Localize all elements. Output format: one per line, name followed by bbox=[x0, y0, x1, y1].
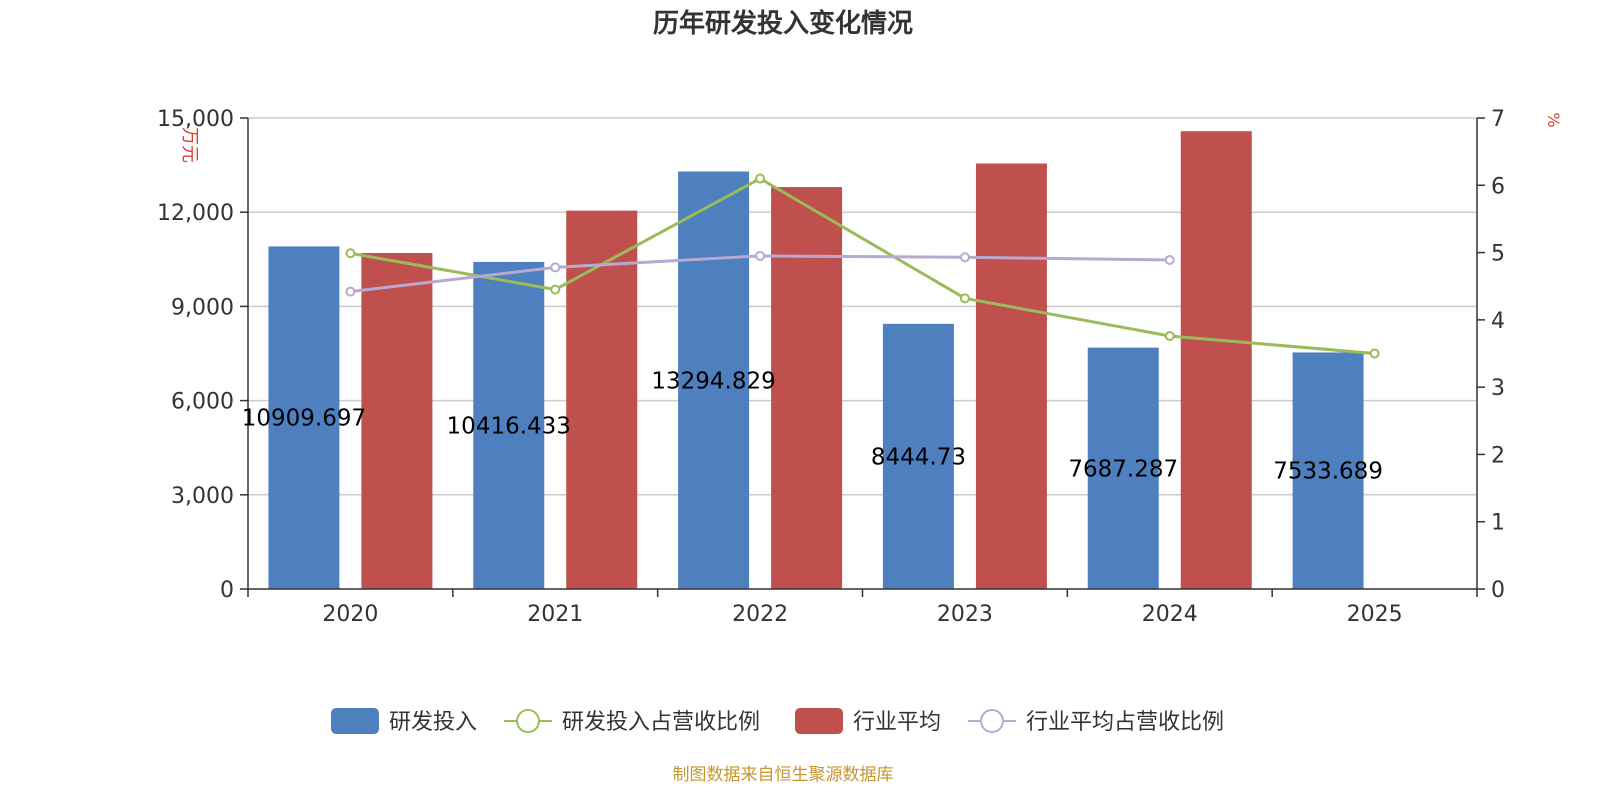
right-tick-label: 0 bbox=[1491, 578, 1505, 603]
axes: 0 3,000 6,000 9,000 12,000 15,000 0 1 2 3 4 5 6 7 2020… bbox=[157, 107, 1505, 627]
right-tick-label: 2 bbox=[1491, 443, 1505, 468]
line-point bbox=[1164, 331, 1175, 342]
legend-swatch bbox=[331, 708, 379, 734]
left-tick-label: 6,000 bbox=[171, 390, 234, 415]
legend-swatch bbox=[795, 708, 843, 734]
left-axis-unit: 万元 bbox=[179, 127, 200, 163]
legend: 研发投入 研发投入占营收比例 行业平均 行业平均占营收比例 bbox=[331, 708, 1224, 735]
chart-title: 历年研发投入变化情况 bbox=[653, 8, 913, 39]
bar-data-label: 7533.689 bbox=[1273, 459, 1383, 485]
bar bbox=[566, 210, 638, 589]
bar-labels: 10909.697 10416.433 13294.829 8444.73 7687.2… bbox=[242, 368, 1383, 484]
line-point bbox=[345, 248, 356, 259]
right-tick-label: 3 bbox=[1491, 376, 1505, 401]
lines bbox=[345, 173, 1380, 359]
line-point bbox=[550, 262, 561, 273]
x-tick-label: 2021 bbox=[527, 602, 583, 627]
left-tick-label: 9,000 bbox=[171, 295, 234, 320]
right-tick-label: 5 bbox=[1491, 242, 1505, 267]
legend-swatch-marker bbox=[980, 709, 1004, 733]
x-tick-label: 2023 bbox=[937, 602, 993, 627]
line-point bbox=[550, 284, 561, 295]
bar bbox=[473, 261, 545, 589]
grid-lines bbox=[248, 117, 1477, 496]
line-point bbox=[1164, 254, 1175, 265]
x-tick-label: 2024 bbox=[1142, 602, 1198, 627]
left-tick-label: 12,000 bbox=[157, 201, 234, 226]
bar bbox=[678, 171, 750, 590]
source-note: 制图数据来自恒生聚源数据库 bbox=[673, 765, 894, 785]
bars bbox=[268, 131, 1364, 590]
x-tick-label: 2020 bbox=[322, 602, 378, 627]
left-tick-label: 0 bbox=[220, 578, 234, 603]
line-point bbox=[1369, 348, 1380, 359]
bar bbox=[1180, 131, 1252, 590]
legend-label: 研发投入占营收比例 bbox=[562, 710, 760, 735]
line-point bbox=[755, 173, 766, 184]
legend-label: 行业平均 bbox=[853, 710, 941, 735]
line-point bbox=[959, 293, 970, 304]
bar bbox=[268, 246, 340, 589]
bar bbox=[361, 253, 433, 589]
bar bbox=[771, 187, 843, 589]
left-tick-label: 3,000 bbox=[171, 484, 234, 509]
legend-swatch-marker bbox=[516, 709, 540, 733]
legend-label: 研发投入 bbox=[389, 710, 477, 735]
line-point bbox=[345, 286, 356, 297]
x-tick-label: 2025 bbox=[1347, 602, 1403, 627]
line-point bbox=[755, 250, 766, 261]
line-point bbox=[959, 252, 970, 263]
right-tick-label: 4 bbox=[1491, 309, 1505, 334]
bar-data-label: 10909.697 bbox=[242, 406, 366, 432]
bar-data-label: 8444.73 bbox=[871, 444, 966, 470]
bar bbox=[975, 163, 1047, 589]
left-tick-label: 15,000 bbox=[157, 107, 234, 132]
right-tick-label: 1 bbox=[1491, 511, 1505, 536]
right-axis-unit: % bbox=[1544, 112, 1563, 127]
bar bbox=[1292, 352, 1364, 589]
right-tick-label: 7 bbox=[1491, 107, 1505, 132]
bar-data-label: 13294.829 bbox=[651, 368, 775, 394]
bar-data-label: 10416.433 bbox=[447, 413, 571, 439]
bar bbox=[882, 323, 954, 589]
x-tick-label: 2022 bbox=[732, 602, 788, 627]
right-tick-label: 6 bbox=[1491, 174, 1505, 199]
bar bbox=[1087, 347, 1159, 589]
legend-label: 行业平均占营收比例 bbox=[1026, 710, 1224, 735]
line-series bbox=[350, 176, 1375, 355]
bar-data-label: 7687.287 bbox=[1068, 456, 1178, 482]
